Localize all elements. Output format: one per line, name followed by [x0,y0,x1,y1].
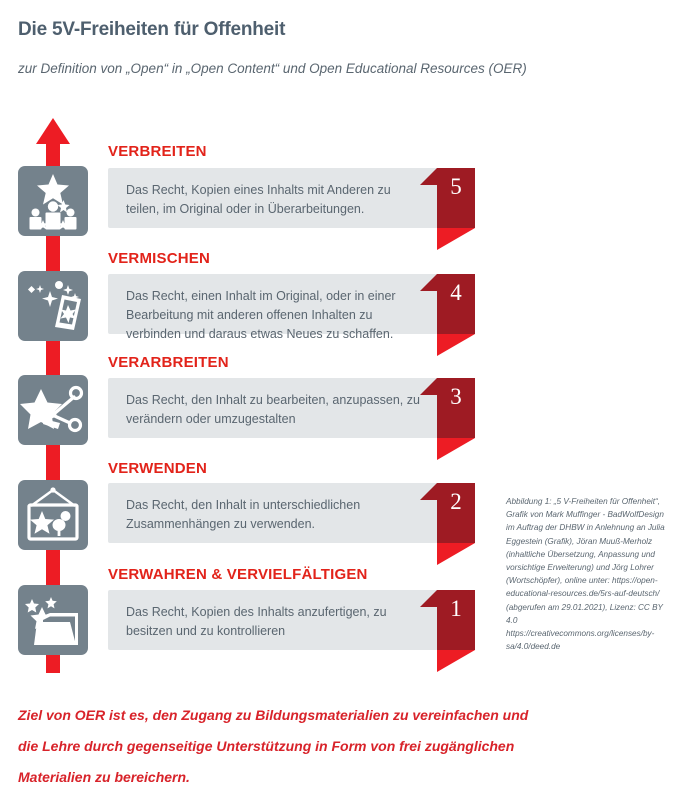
step-label-3: VERARBREITEN [108,354,229,371]
step-number-2: 2 [450,489,462,514]
page-title: Die 5V-Freiheiten für Offenheit [18,18,286,40]
step-ribbon-3: 3 [420,378,475,460]
ribbon-fold-3 [437,438,475,460]
step-description-5: Das Recht, Kopien eines Inhalts mit Ande… [126,183,391,216]
page-subtitle: zur Definition von „Open“ in „Open Conte… [18,61,527,76]
step-description-box-5: Das Recht, Kopien eines Inhalts mit Ande… [108,168,438,228]
step-description-box-3: Das Recht, den Inhalt zu bearbeiten, anz… [108,378,438,438]
folder-stars-icon [18,585,88,655]
step-label-1: VERWAHREN & VERVIELFÄLTIGEN [108,566,368,583]
step-label-4: VERMISCHEN [108,250,211,267]
step-description-box-2: Das Recht, den Inhalt in unterschiedlich… [108,483,438,543]
step-ribbon-2: 2 [420,483,475,565]
step-ribbon-4: 4 [420,274,475,356]
step-description-4: Das Recht, einen Inhalt im Original, ode… [126,289,396,341]
ribbon-fold-2 [437,543,475,565]
step-description-2: Das Recht, den Inhalt in unterschiedlich… [126,498,361,531]
scissors-star-icon [18,375,88,445]
step-number-4: 4 [450,280,462,305]
step-number-3: 3 [450,384,462,409]
ribbon-fold-1 [437,650,475,672]
step-ribbon-1: 1 [420,590,475,672]
figure-caption: Abbildung 1: „5 V-Freiheiten für Offenhe… [506,497,665,652]
step-ribbon-5: 5 [420,168,475,250]
step-label-2: VERWENDEN [108,460,208,477]
tag-sparkle-icon [18,271,88,341]
step-description-1: Das Recht, Kopien des Inhalts anzufertig… [126,605,387,638]
people-star-icon [18,166,88,236]
picture-frame-icon [18,480,88,550]
arrow-head-icon [36,118,70,144]
step-description-box-4: Das Recht, einen Inhalt im Original, ode… [108,274,438,341]
step-number-5: 5 [450,174,462,199]
step-number-1: 1 [450,596,462,621]
ribbon-fold-4 [437,334,475,356]
step-description-3: Das Recht, den Inhalt zu bearbeiten, anz… [126,393,420,426]
ribbon-fold-5 [437,228,475,250]
step-description-box-1: Das Recht, Kopien des Inhalts anzufertig… [108,590,438,650]
step-label-5: VERBREITEN [108,143,207,160]
footer-statement: Ziel von OER ist es, den Zugang zu Bildu… [18,707,529,785]
